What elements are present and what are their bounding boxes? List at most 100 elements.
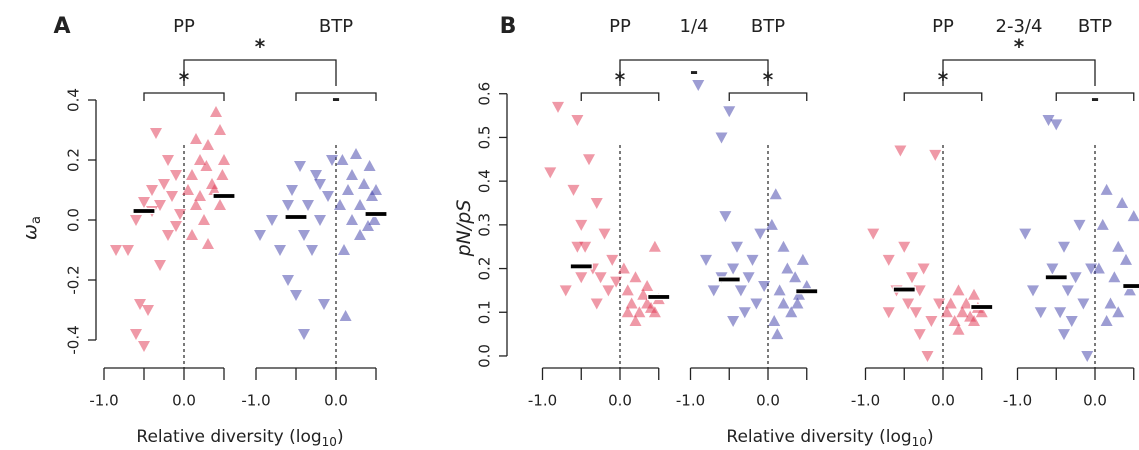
data-point [1127, 210, 1139, 222]
data-point [166, 191, 178, 202]
data-point [768, 314, 781, 326]
group-name: PP [932, 16, 954, 37]
x-tick-label: 0.0 [931, 392, 955, 410]
data-point [633, 306, 646, 318]
data-point [1077, 298, 1090, 310]
comparison-label: * [255, 35, 266, 59]
data-point [746, 254, 759, 266]
data-point [298, 230, 310, 241]
y-tick-label: 0.4 [65, 88, 83, 112]
data-point [158, 179, 170, 190]
comparison-label: * [615, 68, 626, 92]
comparison-label: - [690, 60, 698, 84]
data-point [610, 276, 623, 288]
x-axis-label-part: ) [337, 427, 344, 447]
data-point [338, 244, 350, 255]
data-point [882, 307, 895, 319]
data-point [218, 154, 230, 165]
panel-label: A [53, 14, 70, 39]
x-tick-label: 0.0 [1083, 392, 1107, 410]
data-point [1069, 272, 1082, 284]
data-point [266, 215, 278, 226]
data-point [190, 133, 202, 144]
data-point [1073, 219, 1086, 231]
data-point [602, 285, 615, 297]
data-point [306, 245, 318, 256]
comparison-bracket [728, 92, 808, 101]
data-point [898, 241, 911, 253]
data-point [334, 199, 346, 210]
data-point [771, 328, 784, 340]
data-point [1112, 306, 1125, 318]
data-point [707, 285, 720, 297]
data-point [777, 240, 790, 252]
data-point [913, 329, 926, 341]
data-point [754, 228, 767, 240]
data-point [142, 305, 154, 316]
data-point [254, 230, 266, 241]
data-point [583, 154, 595, 166]
data-point [1120, 253, 1132, 265]
data-point [940, 306, 953, 318]
data-point [186, 229, 198, 240]
data-point [146, 185, 158, 196]
data-point [975, 306, 988, 318]
data-point [282, 200, 294, 211]
data-point [346, 169, 358, 180]
comparison-label: * [1014, 35, 1025, 59]
data-point [738, 307, 751, 319]
median-bar [1122, 282, 1139, 290]
data-point [1061, 285, 1074, 297]
data-point [110, 245, 122, 256]
data-point [130, 329, 142, 340]
panel-label: B [500, 14, 517, 39]
data-point [765, 218, 778, 230]
x-tick-label: 0.0 [608, 392, 632, 410]
data-point [1019, 228, 1032, 240]
data-point [1085, 263, 1098, 275]
data-point [1112, 240, 1125, 252]
data-point [925, 315, 938, 327]
group-name: PP [609, 16, 631, 37]
comparison-bracket [942, 59, 1096, 86]
data-point [202, 139, 214, 150]
comparison-bracket [580, 92, 660, 101]
data-point [358, 178, 370, 189]
data-point [777, 297, 790, 309]
data-point [322, 191, 334, 202]
data-point [170, 170, 182, 181]
data-point [294, 161, 306, 172]
data-point [734, 285, 747, 297]
y-tick-label: 0.0 [476, 344, 494, 368]
data-point [641, 280, 654, 292]
data-point [952, 284, 965, 296]
data-point [641, 297, 654, 309]
data-point [909, 307, 922, 319]
data-point [571, 241, 584, 253]
data-point [867, 228, 880, 240]
comparison-label: * [179, 68, 190, 92]
data-point [310, 170, 322, 181]
data-point [882, 254, 895, 266]
comparison-label: * [938, 68, 949, 92]
data-point [796, 253, 809, 265]
y-axis-label: pN/pS [453, 200, 475, 258]
data-point [758, 281, 771, 293]
data-point [350, 148, 362, 159]
data-point [692, 80, 705, 91]
data-point [625, 297, 638, 309]
data-point [214, 199, 226, 210]
median-bar [795, 288, 819, 295]
data-point [1100, 314, 1113, 326]
data-point [544, 167, 557, 179]
data-point [769, 188, 782, 200]
data-point [198, 214, 210, 225]
data-point [1050, 119, 1063, 131]
data-point [1096, 218, 1109, 230]
data-point [174, 209, 186, 220]
group-name: BTP [1078, 16, 1112, 37]
group-name: PP [173, 16, 195, 37]
data-point [162, 155, 174, 166]
data-point [162, 230, 174, 241]
